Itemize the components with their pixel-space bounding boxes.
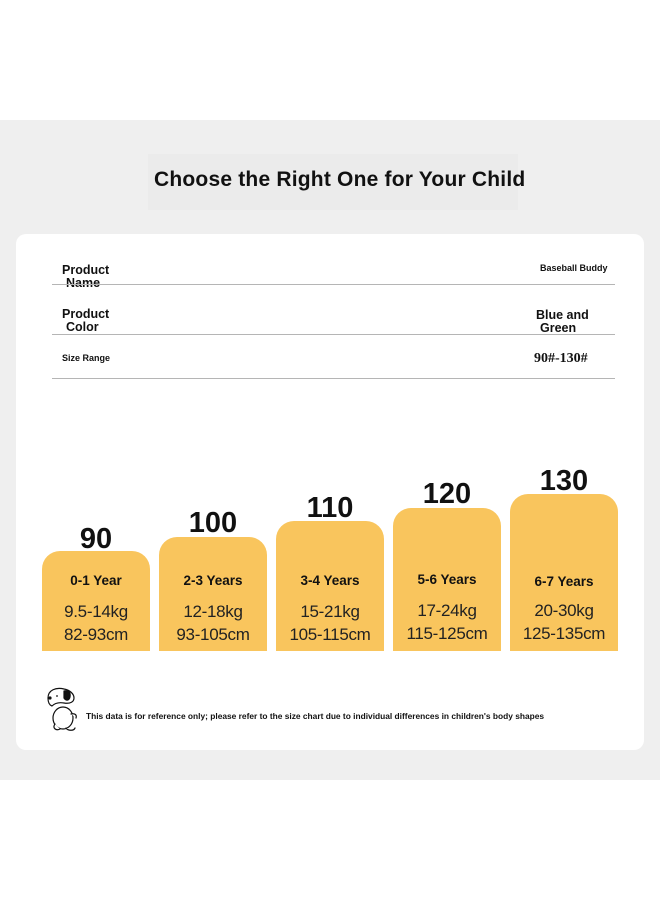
size-number-100: 100 xyxy=(188,507,238,539)
product-name-label-line1: Product xyxy=(62,263,110,277)
product-color-value-line2: Green xyxy=(540,321,577,335)
size-range-value: 90#-130# xyxy=(534,351,588,366)
size-box-90: 0-1 Year 9.5-14kg 82-93cm xyxy=(42,551,150,651)
weight-range: 9.5-14kg xyxy=(64,602,128,621)
weight-range: 17-24kg xyxy=(417,601,477,620)
height-range: 125-135cm xyxy=(522,624,606,643)
product-color-label-line1: Product xyxy=(62,307,110,321)
product-color-value: Blue and Green xyxy=(536,309,589,335)
size-box-110: 3-4 Years 15-21kg 105-115cm xyxy=(276,521,384,651)
product-name-label-line2: Name xyxy=(66,276,101,290)
title-backdrop xyxy=(148,154,518,210)
cartoon-dog-icon xyxy=(47,687,77,731)
age-range: 5-6 Years xyxy=(417,572,477,587)
height-range: 82-93cm xyxy=(63,625,129,644)
page-title: Choose the Right One for Your Child xyxy=(154,168,526,191)
divider xyxy=(52,378,615,379)
age-range: 6-7 Years xyxy=(534,574,594,589)
age-range: 3-4 Years xyxy=(300,573,360,588)
size-number-110: 110 xyxy=(306,492,354,524)
product-color-label: Product Color xyxy=(62,308,109,334)
product-name-value: Baseball Buddy xyxy=(540,263,608,273)
divider xyxy=(52,334,615,335)
size-number-130: 130 xyxy=(539,465,589,497)
size-box-130: 6-7 Years 20-30kg 125-135cm xyxy=(510,494,618,651)
age-range: 0-1 Year xyxy=(70,573,122,588)
height-range: 93-105cm xyxy=(176,625,250,644)
product-color-value-line1: Blue and xyxy=(536,308,589,322)
size-range-label: Size Range xyxy=(62,353,111,363)
height-range: 115-125cm xyxy=(406,624,488,643)
size-number-120: 120 xyxy=(422,478,472,510)
divider xyxy=(52,284,615,285)
age-range: 2-3 Years xyxy=(183,573,243,588)
weight-range: 15-21kg xyxy=(300,602,360,621)
size-number-90: 90 xyxy=(79,523,113,555)
weight-range: 20-30kg xyxy=(534,601,594,620)
size-box-100: 2-3 Years 12-18kg 93-105cm xyxy=(159,537,267,651)
product-name-label: Product Name xyxy=(62,264,109,290)
weight-range: 12-18kg xyxy=(183,602,243,621)
size-box-120: 5-6 Years 17-24kg 115-125cm xyxy=(393,508,501,651)
reference-note: This data is for reference only; please … xyxy=(86,711,545,721)
size-card xyxy=(16,234,644,750)
product-color-label-line2: Color xyxy=(66,320,99,334)
height-range: 105-115cm xyxy=(289,625,371,644)
